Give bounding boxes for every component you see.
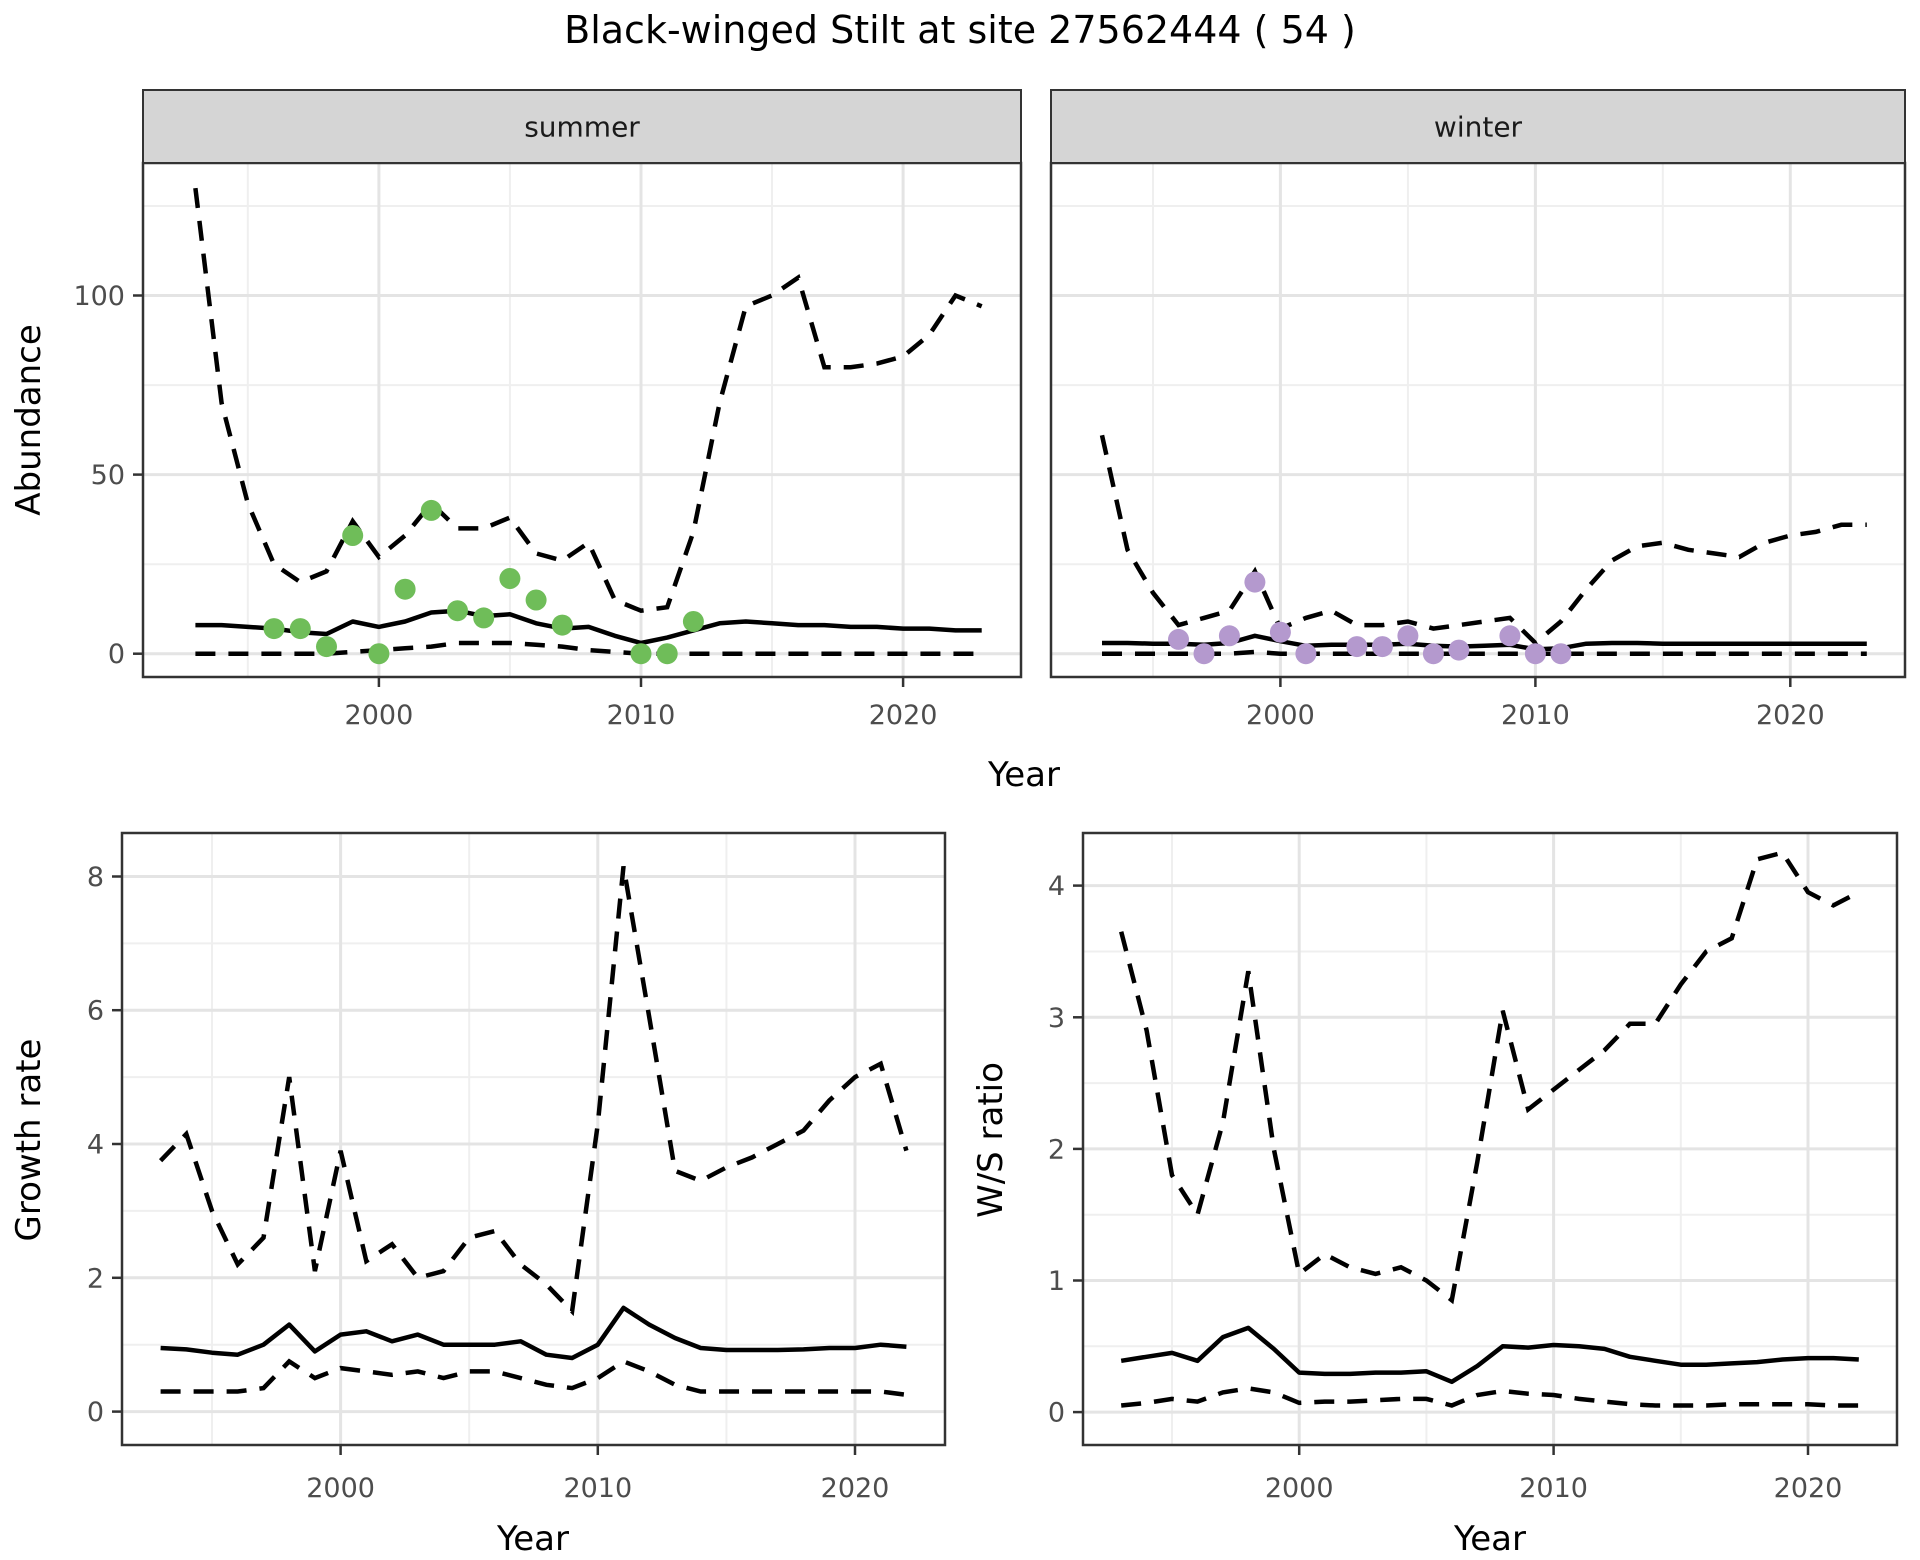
y-tick-label: 0 bbox=[87, 1397, 104, 1428]
y-tick-label: 2 bbox=[1048, 1134, 1065, 1165]
y-axis-title-abundance: Abundance bbox=[9, 324, 49, 516]
y-tick-label: 0 bbox=[108, 639, 125, 670]
facet-strip-label: summer bbox=[524, 111, 640, 144]
panel-border bbox=[120, 831, 947, 1447]
y-tick-label: 6 bbox=[87, 996, 104, 1027]
panel-winter: 2000 2010 2020 winter bbox=[1049, 89, 1907, 731]
x-axis-title-bottom-right: Year bbox=[1453, 1519, 1526, 1559]
observation-point bbox=[525, 589, 547, 611]
x-axis-title-top: Year bbox=[987, 755, 1060, 795]
observation-point bbox=[1244, 571, 1266, 593]
x-tick-label: 2020 bbox=[821, 1473, 890, 1504]
y-tick-label: 2 bbox=[87, 1263, 104, 1294]
observation-point bbox=[1168, 628, 1189, 650]
observation-point bbox=[1448, 639, 1470, 661]
ci-upper-line bbox=[193, 187, 983, 614]
y-tick-label: 3 bbox=[1048, 1003, 1065, 1034]
series-group bbox=[193, 187, 983, 665]
ci-upper-line bbox=[158, 866, 909, 1317]
y-axis-title-growth: Growth rate bbox=[9, 1039, 49, 1242]
median-line bbox=[1120, 1325, 1859, 1385]
series-group bbox=[1099, 434, 1867, 665]
observation-point bbox=[1550, 643, 1572, 665]
series-group bbox=[158, 866, 909, 1398]
observation-point bbox=[473, 607, 495, 629]
observation-point bbox=[1397, 625, 1419, 647]
median-line bbox=[195, 608, 982, 646]
x-tick-label: 2000 bbox=[1246, 700, 1315, 731]
x-tick-label: 2020 bbox=[1774, 1473, 1843, 1504]
x-axis-title-bottom-left: Year bbox=[496, 1519, 569, 1559]
observation-point bbox=[1218, 625, 1240, 647]
observation-point bbox=[342, 525, 364, 546]
ci-lower-line bbox=[160, 1358, 907, 1398]
panel-ws: 2000 2010 2020 0 1 2 3 4 bbox=[1048, 831, 1899, 1504]
ci-lower-line bbox=[1102, 649, 1867, 656]
facet-strip-summer bbox=[142, 89, 1022, 164]
ci-lower-line bbox=[1120, 1386, 1859, 1408]
observation-point bbox=[1499, 625, 1521, 647]
median-line bbox=[160, 1305, 907, 1361]
chart-title: Black-winged Stilt at site 27562444 ( 54… bbox=[564, 8, 1356, 52]
observation-point bbox=[289, 618, 311, 640]
y-tick-label: 100 bbox=[73, 281, 125, 312]
x-tick-label: 2010 bbox=[1501, 700, 1570, 731]
observation-point bbox=[551, 614, 573, 636]
y-tick-label: 4 bbox=[1048, 871, 1065, 902]
observation-point bbox=[630, 643, 652, 665]
facet-strip-winter bbox=[1050, 89, 1906, 164]
observation-point bbox=[1422, 643, 1444, 665]
x-tick-label: 2000 bbox=[345, 700, 414, 731]
observation-point bbox=[656, 643, 678, 665]
observation-point bbox=[368, 643, 390, 665]
x-tick-label: 2010 bbox=[563, 1473, 632, 1504]
y-tick-label: 50 bbox=[91, 460, 125, 491]
y-axis-title-ws: W/S ratio bbox=[971, 1062, 1011, 1218]
observation-point bbox=[263, 618, 285, 640]
observation-point bbox=[1346, 636, 1368, 658]
y-tick-label: 0 bbox=[1048, 1398, 1065, 1429]
observation-point bbox=[1524, 643, 1546, 665]
observation-point bbox=[316, 636, 337, 658]
observation-point bbox=[1269, 621, 1291, 643]
panel-background bbox=[1051, 163, 1905, 677]
x-tick-label: 2010 bbox=[1519, 1473, 1588, 1504]
panel-background bbox=[143, 163, 1021, 677]
panel-background bbox=[122, 833, 945, 1445]
observation-point bbox=[420, 499, 442, 521]
x-tick-label: 2020 bbox=[869, 700, 938, 731]
ci-upper-line bbox=[1099, 434, 1867, 647]
x-tick-label: 2000 bbox=[306, 1473, 375, 1504]
series-group bbox=[1119, 850, 1860, 1408]
y-tick-label: 1 bbox=[1048, 1266, 1065, 1297]
x-tick-label: 2020 bbox=[1756, 700, 1825, 731]
observation-point bbox=[682, 611, 704, 632]
panel-summer: 2000 2010 2020 0 50 100 summer bbox=[73, 89, 1023, 731]
panel-border bbox=[1081, 831, 1899, 1447]
x-tick-label: 2010 bbox=[607, 700, 676, 731]
panel-growth: 2000 2010 2020 0 2 4 6 8 bbox=[87, 831, 947, 1504]
observation-point bbox=[394, 578, 416, 600]
y-tick-label: 4 bbox=[87, 1130, 104, 1161]
observation-point bbox=[499, 568, 521, 589]
observation-point bbox=[447, 600, 468, 622]
facet-strip-label: winter bbox=[1434, 111, 1523, 144]
observation-point bbox=[1295, 643, 1317, 665]
observation-point bbox=[1371, 636, 1393, 658]
observation-point bbox=[1193, 643, 1215, 665]
y-tick-label: 8 bbox=[87, 862, 104, 893]
x-tick-label: 2000 bbox=[1265, 1473, 1334, 1504]
